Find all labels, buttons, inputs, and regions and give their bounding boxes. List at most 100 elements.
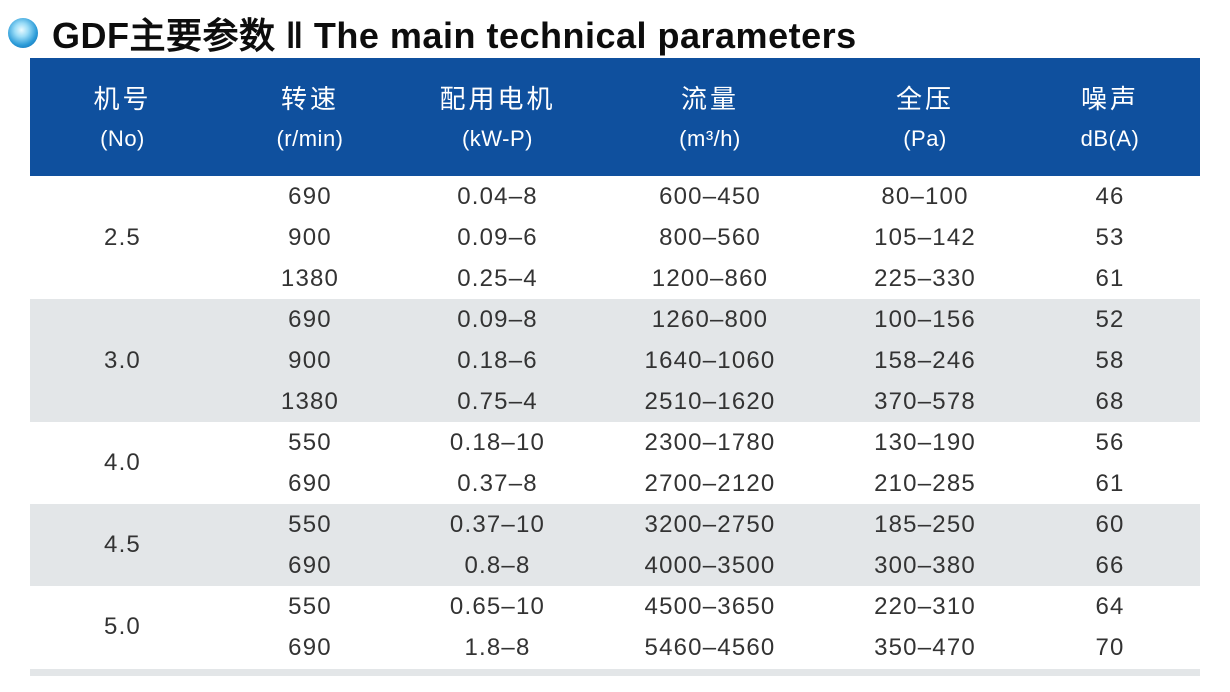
cell-no: 2.5 bbox=[30, 176, 215, 299]
col-header-noise-label: 噪声 bbox=[1080, 84, 1139, 114]
cell-pressure: 80–100 bbox=[830, 176, 1020, 217]
table-body: 2.5 690 0.04–8 600–450 80–100 46 900 0.09–6 800–… bbox=[30, 176, 1200, 668]
cell-motor: 0.09–6 bbox=[405, 217, 590, 258]
cell-no: 4.5 bbox=[30, 504, 215, 586]
cell-motor: 0.25–4 bbox=[405, 258, 590, 299]
next-group-cutoff-strip bbox=[30, 669, 1200, 676]
cell-motor: 1.8–8 bbox=[405, 627, 590, 668]
cell-speed: 690 bbox=[215, 545, 405, 586]
table-row: 2.5 690 0.04–8 600–450 80–100 46 bbox=[30, 176, 1200, 299]
cell-speed: 690 bbox=[215, 176, 405, 217]
cell-pressure: 210–285 bbox=[830, 463, 1020, 504]
cell-motor: 0.18–10 bbox=[405, 422, 590, 463]
table-row: 900 0.18–6 1640–1060 158–246 58 bbox=[30, 340, 1200, 381]
col-header-motor-unit: (kW-P) bbox=[461, 126, 534, 151]
cell-noise: 70 bbox=[1020, 627, 1200, 668]
cell-noise: 68 bbox=[1020, 381, 1200, 422]
cell-flow: 600–450 bbox=[590, 176, 830, 217]
cell-pressure: 185–250 bbox=[830, 504, 1020, 545]
col-header-no-unit: (No) bbox=[100, 126, 145, 151]
cell-flow: 800–560 bbox=[590, 217, 830, 258]
cell-pressure: 130–190 bbox=[830, 422, 1020, 463]
page-title: GDF主要参数 ‖ The main technical parameters bbox=[52, 7, 857, 59]
cell-noise: 52 bbox=[1020, 299, 1200, 340]
cell-speed: 900 bbox=[215, 340, 405, 381]
page-title-bar: GDF主要参数 ‖ The main technical parameters bbox=[0, 0, 1230, 58]
cell-speed: 1380 bbox=[215, 381, 405, 422]
cell-pressure: 220–310 bbox=[830, 586, 1020, 627]
cell-no: 3.0 bbox=[30, 299, 215, 422]
cell-pressure: 100–156 bbox=[830, 299, 1020, 340]
cell-motor: 0.37–10 bbox=[405, 504, 590, 545]
cell-flow: 4500–3650 bbox=[590, 586, 830, 627]
table-row: 900 0.09–6 800–560 105–142 53 bbox=[30, 217, 1200, 258]
cell-flow: 2700–2120 bbox=[590, 463, 830, 504]
col-header-noise: 噪声 dB(A) bbox=[1020, 58, 1200, 176]
col-header-pressure-unit: (Pa) bbox=[903, 126, 947, 151]
cell-noise: 46 bbox=[1020, 176, 1200, 217]
title-separator: ‖ bbox=[285, 14, 304, 56]
cell-no: 4.0 bbox=[30, 422, 215, 504]
cell-speed: 690 bbox=[215, 463, 405, 504]
table-row: 3.0 690 0.09–8 1260–800 100–156 52 bbox=[30, 299, 1200, 422]
cell-pressure: 370–578 bbox=[830, 381, 1020, 422]
table-header-row: 机号 (No) 转速 (r/min) 配用电机 (kW-P) 流量 (m³/h)… bbox=[30, 58, 1200, 176]
bullet-icon bbox=[8, 17, 38, 48]
cell-speed: 550 bbox=[215, 504, 405, 545]
table-row: 4.5 550 0.37–10 3200–2750 185–250 60 bbox=[30, 504, 1200, 586]
cell-flow: 3200–2750 bbox=[590, 504, 830, 545]
cell-flow: 1640–1060 bbox=[590, 340, 830, 381]
col-header-speed-label: 转速 bbox=[280, 84, 339, 114]
table-header: 机号 (No) 转速 (r/min) 配用电机 (kW-P) 流量 (m³/h)… bbox=[30, 58, 1200, 176]
page-title-zh: GDF主要参数 bbox=[52, 14, 276, 56]
cell-pressure: 350–470 bbox=[830, 627, 1020, 668]
table-row: 1380 0.25–4 1200–860 225–330 61 bbox=[30, 258, 1200, 299]
cell-noise: 58 bbox=[1020, 340, 1200, 381]
cell-pressure: 300–380 bbox=[830, 545, 1020, 586]
cell-motor: 0.37–8 bbox=[405, 463, 590, 504]
table-row: 4.0 550 0.18–10 2300–1780 130–190 56 bbox=[30, 422, 1200, 504]
cell-noise: 53 bbox=[1020, 217, 1200, 258]
cell-noise: 61 bbox=[1020, 463, 1200, 504]
cell-flow: 4000–3500 bbox=[590, 545, 830, 586]
col-header-motor-label: 配用电机 bbox=[439, 84, 556, 114]
cell-noise: 61 bbox=[1020, 258, 1200, 299]
cell-noise: 64 bbox=[1020, 586, 1200, 627]
cell-flow: 2300–1780 bbox=[590, 422, 830, 463]
col-header-speed-unit: (r/min) bbox=[276, 126, 344, 151]
cell-motor: 0.8–8 bbox=[405, 545, 590, 586]
cell-motor: 0.65–10 bbox=[405, 586, 590, 627]
cell-speed: 690 bbox=[215, 299, 405, 340]
cell-noise: 66 bbox=[1020, 545, 1200, 586]
table-row: 690 0.8–8 4000–3500 300–380 66 bbox=[30, 545, 1200, 586]
parameters-table: 机号 (No) 转速 (r/min) 配用电机 (kW-P) 流量 (m³/h)… bbox=[30, 58, 1200, 668]
col-header-flow: 流量 (m³/h) bbox=[590, 58, 830, 176]
cell-motor: 0.18–6 bbox=[405, 340, 590, 381]
cell-motor: 0.75–4 bbox=[405, 381, 590, 422]
col-header-pressure-label: 全压 bbox=[895, 84, 954, 114]
col-header-no: 机号 (No) bbox=[30, 58, 215, 176]
table-row: 690 0.37–8 2700–2120 210–285 61 bbox=[30, 463, 1200, 504]
table-row: 1380 0.75–4 2510–1620 370–578 68 bbox=[30, 381, 1200, 422]
col-header-flow-unit: (m³/h) bbox=[679, 126, 741, 151]
cell-flow: 2510–1620 bbox=[590, 381, 830, 422]
cell-flow: 5460–4560 bbox=[590, 627, 830, 668]
cell-motor: 0.04–8 bbox=[405, 176, 590, 217]
col-header-motor: 配用电机 (kW-P) bbox=[405, 58, 590, 176]
cell-speed: 550 bbox=[215, 586, 405, 627]
cell-pressure: 105–142 bbox=[830, 217, 1020, 258]
cell-speed: 1380 bbox=[215, 258, 405, 299]
cell-pressure: 225–330 bbox=[830, 258, 1020, 299]
cell-pressure: 158–246 bbox=[830, 340, 1020, 381]
col-header-speed: 转速 (r/min) bbox=[215, 58, 405, 176]
cell-flow: 1200–860 bbox=[590, 258, 830, 299]
cell-speed: 900 bbox=[215, 217, 405, 258]
cell-no: 5.0 bbox=[30, 586, 215, 668]
col-header-noise-unit: dB(A) bbox=[1080, 126, 1140, 151]
cell-noise: 56 bbox=[1020, 422, 1200, 463]
cell-motor: 0.09–8 bbox=[405, 299, 590, 340]
cell-flow: 1260–800 bbox=[590, 299, 830, 340]
table-row: 5.0 550 0.65–10 4500–3650 220–310 64 bbox=[30, 586, 1200, 668]
page-title-en: The main technical parameters bbox=[313, 14, 857, 56]
cell-noise: 60 bbox=[1020, 504, 1200, 545]
